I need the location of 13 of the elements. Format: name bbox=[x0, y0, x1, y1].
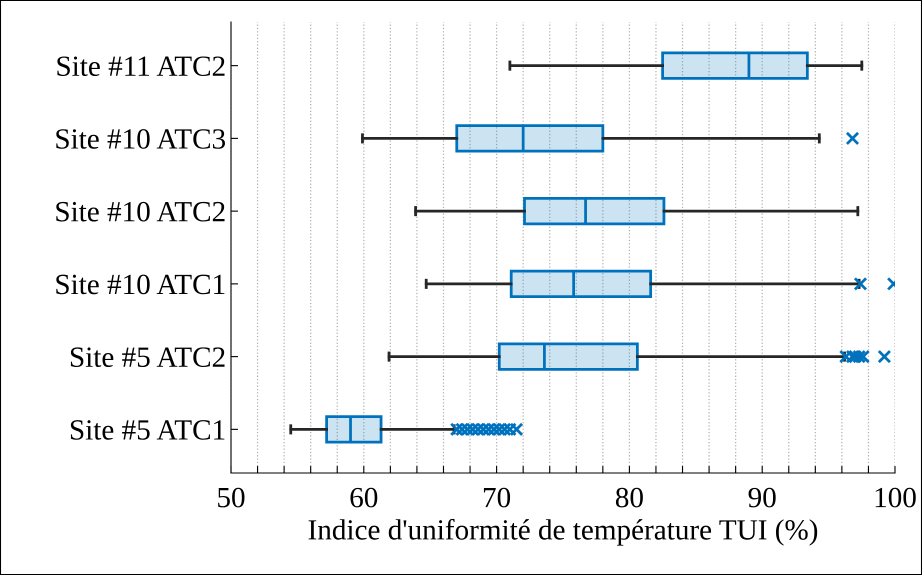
x-tick-label: 50 bbox=[218, 488, 244, 508]
x-axis-title: Indice d'uniformité de température TUI (%) bbox=[308, 518, 818, 546]
x-tick-label: 80 bbox=[616, 488, 643, 508]
y-tick-label: Site #5 ATC2 bbox=[70, 347, 225, 368]
y-tick-label: Site #10 ATC1 bbox=[56, 274, 224, 294]
y-tick-label: Site #5 ATC1 bbox=[70, 420, 224, 440]
y-tick-label: Site #10 ATC2 bbox=[56, 202, 225, 222]
x-tick-label: 70 bbox=[484, 488, 510, 508]
x-tick-label: 60 bbox=[350, 488, 378, 508]
y-tick-label: Site #11 ATC2 bbox=[57, 56, 225, 76]
y-tick-label: Site #10 ATC3 bbox=[56, 129, 225, 149]
x-tick-label: 100 bbox=[876, 488, 916, 508]
x-tick-label: 90 bbox=[748, 488, 776, 508]
